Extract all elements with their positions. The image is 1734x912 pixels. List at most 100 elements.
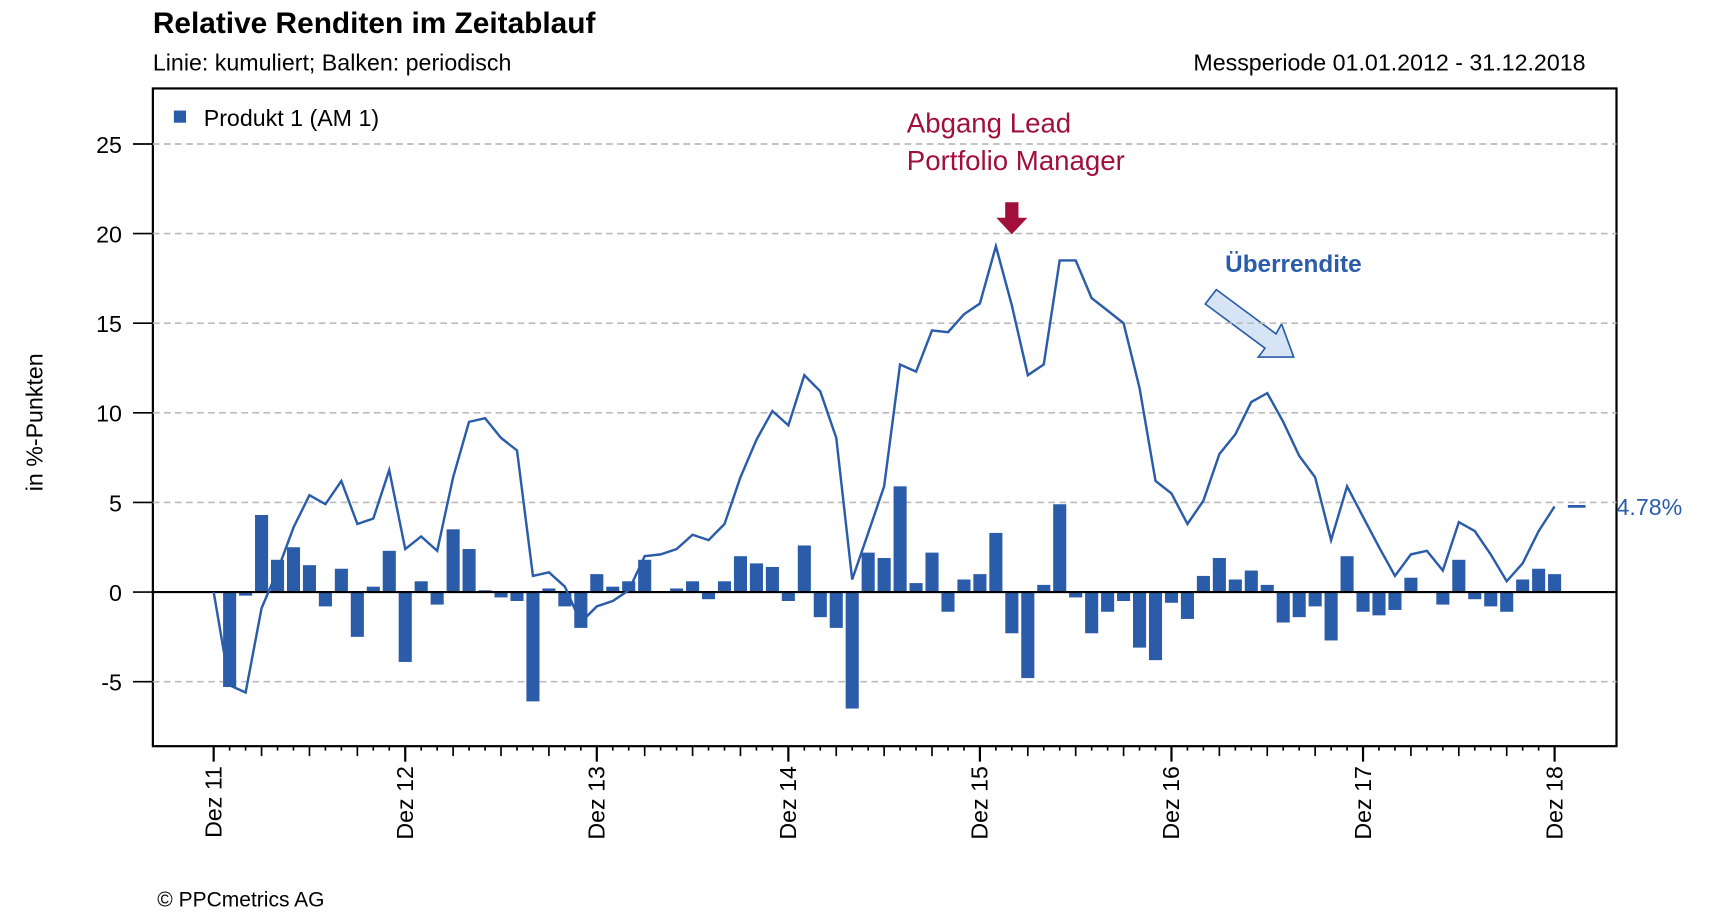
bar [1388,592,1402,610]
bar [350,592,364,637]
down-arrow [996,202,1028,235]
bar [1180,592,1194,619]
bar [925,552,939,593]
x-tick-label: Dez 14 [775,766,801,840]
bar [781,592,795,602]
bar [877,557,891,593]
bar [733,556,748,593]
bar [749,563,763,593]
bar [1196,575,1210,593]
bar [494,592,508,598]
bar [1133,592,1147,648]
bar [797,545,811,593]
x-tick-label: Dez 17 [1350,766,1376,840]
footer: © PPCmetrics AG [157,888,324,911]
bar [1500,592,1514,612]
bar [765,566,779,593]
bar [302,565,317,593]
bar [430,592,444,605]
bar [270,559,285,593]
bar [255,514,269,593]
bar [223,592,237,688]
bar [1148,592,1163,661]
bar [717,581,732,593]
x-tick-label: Dez 15 [967,766,993,840]
bar [1260,584,1274,593]
bar [590,574,604,593]
y-axis-label: in %-Punkten [21,353,47,491]
bar [989,532,1003,593]
bar [1005,592,1019,634]
bar [1276,592,1290,623]
y-tick-label: -5 [101,670,122,696]
y-tick-label: 20 [96,221,122,247]
y-tick-label: 15 [96,311,122,337]
bar [510,592,524,602]
bar [382,550,396,593]
annotation: Abgang Lead [907,108,1071,139]
bar [366,586,380,593]
y-tick-label: 5 [109,490,122,516]
bar [1101,592,1115,612]
bar [1548,574,1562,593]
annotation: Portfolio Manager [907,145,1125,176]
legend-swatch [173,110,187,123]
bar [318,592,332,607]
bar [542,588,556,593]
bar [1053,504,1067,593]
legend-label: Produkt 1 (AM 1) [204,105,379,131]
bar [973,574,987,593]
bar [701,592,716,600]
x-tick-label: Dez 18 [1541,766,1567,840]
bar [414,581,428,593]
bar [1069,592,1083,598]
bar [622,581,636,593]
bar [813,592,827,618]
bar [829,592,843,628]
bar [1404,577,1418,593]
bar [893,486,907,593]
bar [1021,592,1035,679]
bar [239,592,253,596]
chart-title: Relative Renditen im Zeitablauf [153,7,596,40]
bar [526,592,540,702]
x-tick-label: Dez 11 [200,766,226,838]
bar [1452,559,1466,593]
bar [638,559,652,593]
last-value-label: 4.78% [1616,494,1682,520]
bar [909,583,923,593]
bar [686,581,700,593]
bar [1468,592,1482,600]
bar [1292,592,1306,618]
bar [1308,592,1322,607]
bar [670,588,684,593]
bar [957,579,971,593]
bar [1164,592,1179,603]
bar [1372,592,1386,616]
bar [845,592,859,709]
subtitle: Linie: kumuliert; Balken: periodisch [153,50,512,76]
period: Messperiode 01.01.2012 - 31.12.2018 [1193,50,1585,76]
bar [462,549,476,593]
x-tick-label: Dez 12 [392,766,418,840]
bar [286,547,301,593]
y-tick-label: 0 [109,580,122,606]
y-tick-label: 25 [96,132,122,158]
bar [1117,592,1131,602]
x-tick-label: Dez 13 [584,766,610,840]
bar [446,529,460,593]
plot-frame [151,87,1618,748]
bar [1516,579,1530,593]
bar [398,592,412,662]
bar [1436,592,1450,605]
bar [1484,592,1498,607]
y-tick-label: 10 [96,401,122,427]
bar [1356,592,1370,612]
bar [1212,557,1226,593]
bar [941,592,955,612]
bar [334,568,348,593]
bar [861,552,875,593]
bar [1244,570,1258,593]
